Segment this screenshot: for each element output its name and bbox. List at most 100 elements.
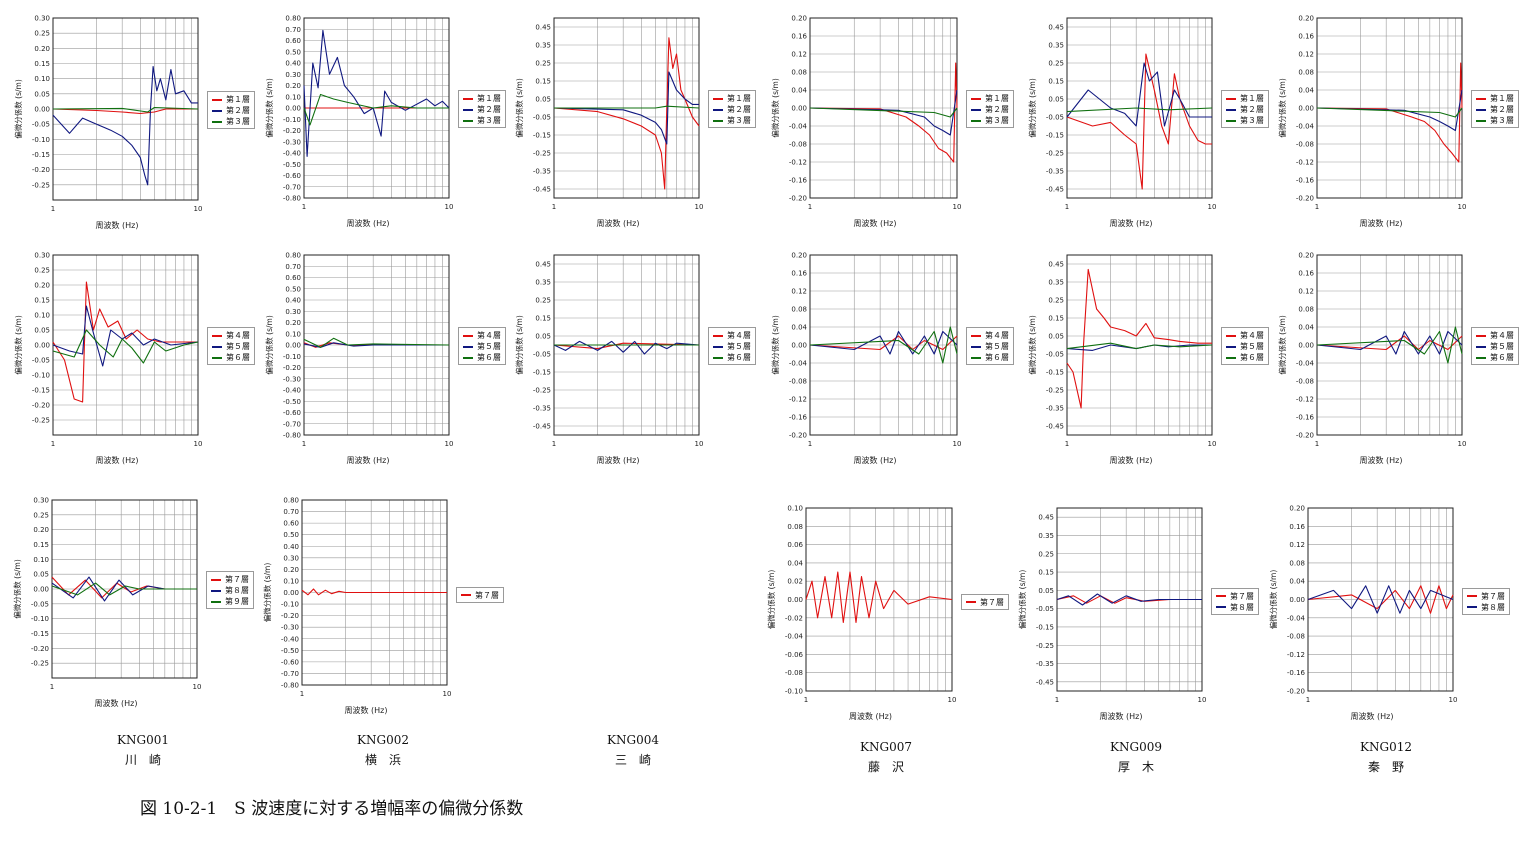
legend-entry: 第２層 [463, 104, 501, 115]
legend-entry: 第２層 [1226, 104, 1264, 115]
y-tick-label: -0.80 [283, 195, 301, 203]
legend-entry: 第５層 [713, 341, 751, 352]
y-tick-label: -0.25 [32, 181, 50, 189]
y-tick-label: -0.35 [533, 168, 551, 176]
legend-label: 第７層 [225, 575, 249, 584]
y-axis-label: 偏微分係数 (s/m) [770, 78, 780, 138]
y-tick-label: -0.20 [32, 402, 50, 410]
legend-entry: 第７層 [211, 574, 249, 585]
x-tick-label: 1 [1306, 696, 1310, 704]
y-tick-label: -0.20 [281, 612, 299, 620]
plot-area: 0.45 0.35 0.25 0.15 0.05 -0.05 -0.15 -0.25 -0.35… [514, 254, 703, 448]
legend-entry: 第４層 [971, 330, 1009, 341]
y-tick-label: 0.00 [285, 342, 301, 350]
y-tick-label: -0.05 [533, 114, 551, 122]
y-tick-label: -0.08 [789, 378, 807, 386]
series-line [1307, 585, 1454, 614]
legend: 第１層 第２層 第３層 [708, 90, 756, 128]
y-axis-label: 偏微分係数 (s/m) [766, 570, 776, 630]
y-tick-label: -0.15 [32, 387, 50, 395]
y-tick-label: 0.16 [791, 270, 807, 278]
station-code: KNG007 [860, 740, 912, 754]
y-tick-label: 0.00 [787, 596, 803, 604]
y-tick-label: -0.25 [1036, 642, 1054, 650]
y-tick-label: -0.12 [1296, 159, 1314, 167]
series-line [553, 342, 700, 350]
legend-entry: 第２層 [1476, 104, 1514, 115]
legend-entry: 第７層 [966, 597, 1004, 608]
legend-label: 第３層 [1490, 116, 1514, 125]
legend-label: 第８層 [1481, 602, 1505, 612]
legend-entry: 第６層 [212, 352, 250, 363]
legend-entry: 第３層 [971, 115, 1009, 126]
legend-swatch [713, 356, 723, 359]
legend-label: 第７層 [475, 590, 499, 600]
y-tick-label: 0.04 [1298, 87, 1314, 95]
legend-swatch [463, 108, 473, 111]
y-tick-label: -0.04 [1296, 360, 1315, 368]
y-tick-label: -0.25 [533, 387, 551, 395]
series-line [553, 340, 700, 355]
y-tick-label: 0.00 [1289, 596, 1305, 604]
x-tick-label: 10 [695, 440, 704, 448]
x-axis-label: 周波数 (Hz) [853, 456, 897, 465]
chart-panel: 0.20 0.16 0.12 0.08 0.04 0.00 -0.04 -0.08 -0.12 -… [770, 15, 1014, 228]
y-tick-label: -0.04 [785, 633, 804, 641]
y-tick-label: -0.15 [533, 132, 551, 140]
y-tick-label: 0.25 [34, 267, 50, 275]
legend-label: 第５層 [477, 342, 501, 351]
legend-label: 第３層 [1240, 116, 1264, 125]
legend-entry: 第６層 [1226, 352, 1264, 363]
y-tick-label: -0.50 [283, 398, 301, 406]
y-tick-label: 0.25 [1048, 297, 1064, 305]
y-tick-label: 0.08 [787, 523, 803, 531]
y-tick-label: 0.00 [33, 586, 49, 594]
y-axis-label: 偏微分係数 (s/m) [1268, 570, 1278, 630]
legend-label: 第１層 [477, 94, 501, 103]
legend-swatch [1226, 108, 1236, 111]
series-line [52, 65, 198, 186]
y-tick-label: 0.02 [787, 578, 803, 586]
plot-area: 0.45 0.35 0.25 0.15 0.05 -0.05 -0.15 -0.25 -0.35… [1027, 254, 1216, 448]
series-line [1316, 89, 1463, 132]
y-tick-label: 0.12 [1298, 288, 1314, 296]
station-label-kng009: KNG009 厚 木 [1076, 737, 1196, 777]
y-axis-label: 偏微分係数 (s/m) [264, 315, 274, 375]
series-line [51, 576, 197, 599]
y-axis-label: 偏微分係数 (s/m) [262, 563, 272, 623]
y-tick-label: 0.00 [1298, 342, 1314, 350]
legend-swatch [1216, 595, 1226, 597]
y-tick-label: -0.20 [789, 195, 807, 203]
y-tick-label: 0.35 [1048, 42, 1064, 50]
y-tick-label: 0.15 [1048, 78, 1064, 86]
x-tick-label: 1 [50, 683, 54, 691]
legend-entry: 第９層 [211, 596, 249, 607]
y-tick-label: -0.35 [1046, 405, 1064, 413]
y-tick-label: 0.16 [1298, 33, 1314, 41]
series-line [805, 571, 953, 623]
y-tick-label: 0.12 [791, 288, 807, 296]
y-axis-label: 偏微分係数 (s/m) [1017, 570, 1027, 630]
legend-label: 第８層 [1230, 602, 1254, 612]
y-tick-label: -0.25 [32, 417, 50, 425]
legend-label: 第１層 [1240, 94, 1264, 103]
station-label-kng007: KNG007 藤 沢 [826, 737, 946, 777]
y-tick-label: -0.12 [1287, 651, 1305, 659]
legend: 第７層 [456, 586, 504, 603]
legend: 第４層 第５層 第６層 [1471, 327, 1519, 365]
series-line [809, 326, 958, 364]
legend-label: 第３層 [477, 116, 501, 125]
x-axis-label: 周波数 (Hz) [1109, 456, 1153, 465]
station-code: KNG009 [1110, 740, 1162, 754]
legend-swatch [713, 97, 723, 100]
legend-entry: 第７層 [1467, 591, 1505, 602]
plot-area: 0.10 0.08 0.06 0.04 0.02 0.00 -0.02 -0.04 -0.06 -… [766, 505, 956, 705]
legend: 第４層 第５層 第６層 [207, 327, 255, 365]
series-line [52, 108, 198, 115]
y-tick-label: -0.04 [789, 123, 808, 131]
chart-panel: 0.80 0.70 0.60 0.50 0.40 0.30 0.20 0.10 0.00 -0.1… [264, 252, 506, 465]
legend-swatch [971, 97, 981, 100]
legend-entry: 第６層 [971, 352, 1009, 363]
y-tick-label: -0.15 [1046, 132, 1064, 140]
x-tick-label: 10 [193, 683, 202, 691]
